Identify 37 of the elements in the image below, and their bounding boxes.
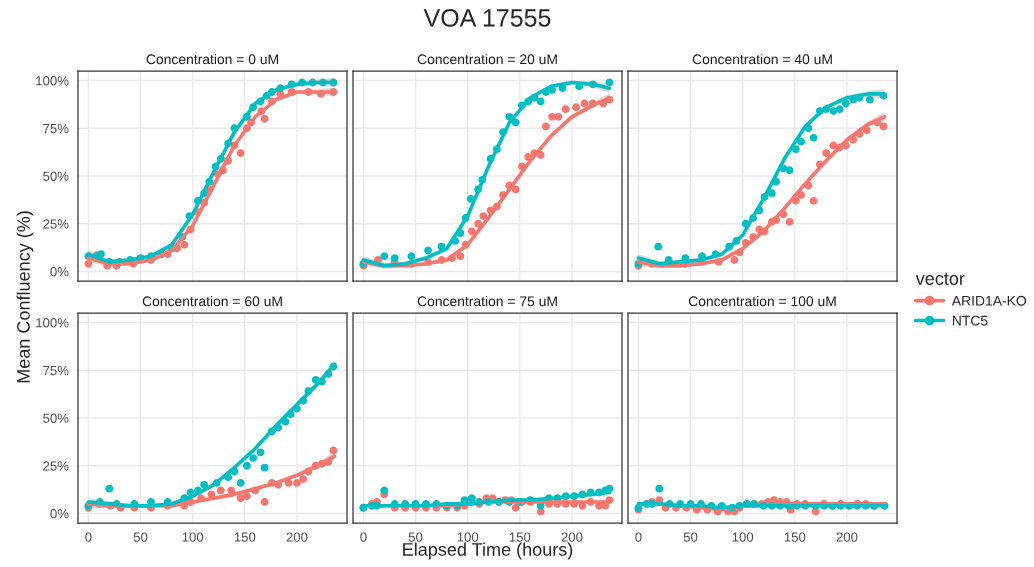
chart-title: Concentration = 40 uM <box>692 53 832 65</box>
legend-label: NTC5 <box>952 315 988 326</box>
y-tick-label: 100% <box>36 76 69 86</box>
x-tick-label: 100 <box>182 532 204 542</box>
x-tick-label: 0 <box>85 532 92 542</box>
x-tick-label: 50 <box>408 532 423 542</box>
text: VOA 17555 <box>423 9 551 27</box>
y-tick-label: 25% <box>43 219 69 229</box>
y-tick-label: 75% <box>43 123 69 134</box>
x-tick-label: 150 <box>784 532 806 542</box>
y-tick-label: 25% <box>43 461 69 471</box>
x-tick-label: 0 <box>360 532 367 542</box>
x-tick-label: 200 <box>286 532 308 542</box>
x-tick-label: 0 <box>635 532 642 542</box>
legend-title: vector <box>915 273 965 285</box>
y-tick-label: 50% <box>43 171 69 181</box>
x-tick-label: 200 <box>836 532 858 542</box>
chart-title: Concentration = 75 uM <box>417 295 557 307</box>
y-tick-label: 75% <box>43 365 69 376</box>
y-tick-label: 0% <box>50 509 69 519</box>
x-tick-label: 50 <box>683 532 698 542</box>
y-tick-label: 100% <box>36 318 69 328</box>
y-tick-label: 50% <box>43 413 69 423</box>
chart-title: Concentration = 100 uM <box>688 295 836 307</box>
legend-label: ARID1A-KO <box>951 295 1027 306</box>
chart-title: Concentration = 20 uM <box>417 53 557 65</box>
chart-title: Concentration = 60 uM <box>142 295 282 307</box>
y-axis-title: Mean Confluency (%) <box>16 211 34 383</box>
x-tick-label: 100 <box>457 532 479 542</box>
x-tick-label: 150 <box>234 532 256 542</box>
x-tick-label: 200 <box>561 532 583 542</box>
x-axis-title: Elapsed Time (hours) <box>403 542 573 560</box>
x-tick-label: 100 <box>732 532 754 542</box>
chart-title: Concentration = 0 uM <box>146 53 278 65</box>
x-tick-label: 150 <box>509 532 531 542</box>
x-tick-label: 50 <box>133 532 148 542</box>
y-tick-label: 0% <box>50 267 69 277</box>
